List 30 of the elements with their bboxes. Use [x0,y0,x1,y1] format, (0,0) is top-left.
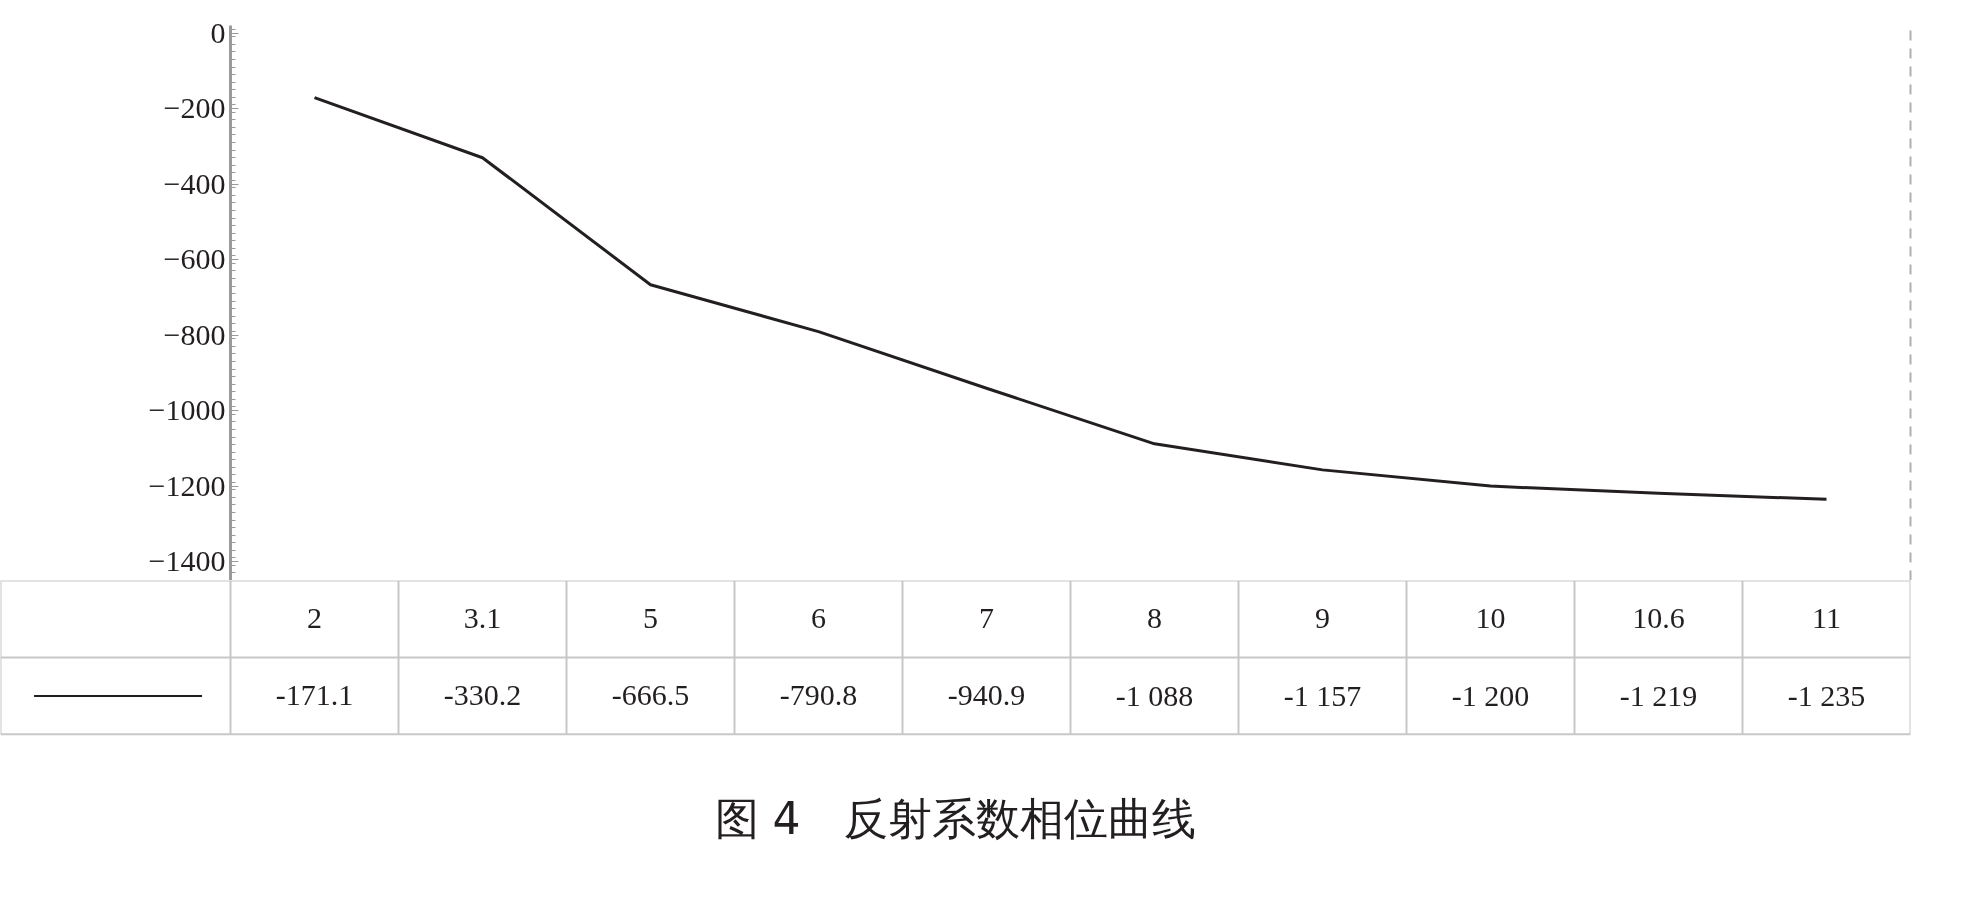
x-tick-label: 10 [1475,601,1506,635]
x-tick-label: 5 [643,601,658,635]
data-label: -666.5 [611,678,690,712]
text: 图 4 反射系数相位曲线 [714,793,1197,845]
y-tick-label: −1000 [148,393,226,427]
data-label: -171.1 [275,678,354,712]
x-tick-label: 6 [811,601,826,635]
line-series [313,96,1828,501]
data-label: -1 200 [1451,679,1530,713]
data-label: -330.2 [443,678,522,712]
y-tick-label: 0 [210,15,226,49]
data-label: -940.9 [947,678,1026,712]
data-label: -790.8 [779,678,858,712]
y-tick-label: −800 [163,317,226,351]
y-tick-label: −200 [163,91,226,125]
x-tick-label: 10.6 [1632,601,1685,635]
data-label: -1 219 [1619,679,1698,713]
y-tick-label: −600 [163,242,226,276]
x-tick-label: 11 [1812,601,1841,635]
data-label: -1 157 [1283,679,1362,713]
x-tick-label: 8 [1147,601,1162,635]
data-label: -1 088 [1115,679,1194,713]
x-tick-label: 3.1 [463,601,502,635]
x-tick-label: 2 [307,601,322,635]
x-tick-label: 7 [979,601,994,635]
y-tick-label: −1200 [148,468,226,502]
y-tick-label: −400 [163,166,226,200]
y-tick-label: −1400 [148,544,226,578]
x-tick-label: 9 [1315,601,1330,635]
data-label: -1 235 [1787,679,1866,713]
